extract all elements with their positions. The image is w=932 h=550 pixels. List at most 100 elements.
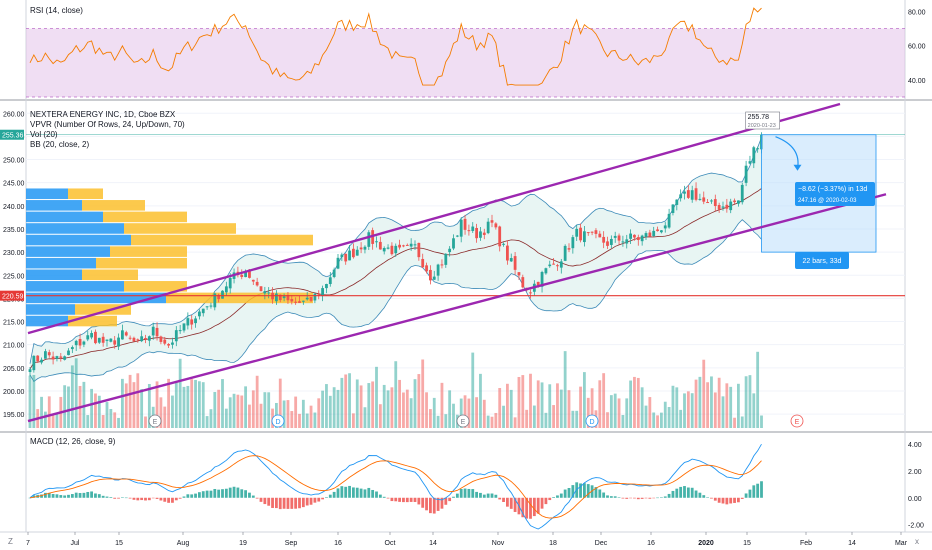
candle-body bbox=[679, 194, 683, 199]
macd-panel[interactable]: 4.00 2.00 0.00 -2.00 bbox=[28, 442, 924, 530]
macd-histogram-bar bbox=[467, 488, 471, 498]
volume-bar bbox=[663, 401, 667, 428]
volume-bar bbox=[737, 383, 740, 428]
reset-icon[interactable]: x bbox=[915, 537, 919, 546]
macd-histogram-bar bbox=[413, 497, 417, 502]
candle-body bbox=[548, 264, 552, 267]
macd-histogram-bar bbox=[47, 492, 51, 498]
volume-bar bbox=[656, 415, 659, 428]
range-label-box bbox=[795, 252, 849, 269]
volume-bar bbox=[244, 386, 247, 428]
volume-bar bbox=[609, 395, 613, 428]
rsi-panel[interactable]: 80.00 60.00 40.00 bbox=[26, 7, 926, 98]
volume-bar bbox=[367, 383, 371, 428]
candle-body bbox=[325, 283, 328, 289]
earnings-marker[interactable] bbox=[456, 414, 470, 428]
volume-bar bbox=[598, 380, 602, 428]
macd-histogram-bar bbox=[113, 497, 117, 499]
macd-histogram-bar bbox=[725, 497, 729, 505]
vpvr-down-bar bbox=[68, 315, 117, 327]
volume-bar bbox=[286, 400, 290, 428]
candle-body bbox=[159, 336, 163, 342]
macd-histogram-bar bbox=[44, 492, 47, 498]
macd-histogram-bar bbox=[540, 497, 544, 509]
macd-histogram-bar bbox=[190, 494, 194, 498]
macd-histogram-bar bbox=[244, 490, 247, 498]
volume-bar bbox=[544, 412, 548, 428]
macd-histogram-bar bbox=[756, 483, 760, 498]
candle-body bbox=[644, 233, 648, 237]
earnings-marker[interactable] bbox=[790, 414, 804, 428]
macd-histogram-bar bbox=[486, 493, 490, 498]
macd-histogram-bar bbox=[355, 487, 359, 498]
volume-bar bbox=[140, 389, 144, 428]
macd-histogram-bar bbox=[82, 492, 86, 498]
volume-bar bbox=[613, 393, 617, 428]
macd-histogram-bar bbox=[463, 488, 467, 498]
candle-body bbox=[633, 234, 636, 238]
last-price-tag-label: 255.36 bbox=[2, 133, 24, 140]
candle-body bbox=[101, 336, 105, 343]
volume-bar bbox=[479, 373, 482, 428]
candle-body bbox=[686, 190, 690, 198]
macd-histogram-bar bbox=[51, 493, 55, 498]
candle-body bbox=[744, 165, 748, 183]
candle-body bbox=[621, 241, 625, 243]
candle-body bbox=[475, 227, 478, 239]
macd-histogram-bar bbox=[559, 493, 563, 498]
volume-bar bbox=[394, 361, 398, 428]
volume-bar bbox=[463, 395, 467, 428]
vpvr-down-bar bbox=[124, 223, 236, 234]
macd-histogram-bar bbox=[398, 497, 401, 502]
volume-bar bbox=[498, 388, 502, 428]
macd-histogram-bar bbox=[475, 491, 478, 498]
candle-body bbox=[267, 292, 271, 294]
candle-body bbox=[290, 299, 294, 302]
candle-body bbox=[313, 293, 317, 301]
time-axis[interactable]: 7 Jul 15 Aug 19 Sep 16 Oct 14 Nov 18 Dec 16 2020 15 Feb… bbox=[26, 532, 908, 547]
macd-histogram-bar bbox=[340, 486, 344, 498]
vpvr-down-bar bbox=[110, 246, 187, 257]
macd-histogram-bar bbox=[155, 497, 159, 499]
candle-body bbox=[182, 323, 186, 331]
candle-body bbox=[375, 241, 378, 243]
vpvr-up-bar bbox=[26, 200, 82, 211]
candle-body bbox=[440, 264, 444, 266]
volume-bar bbox=[336, 389, 340, 428]
volume-bar bbox=[586, 397, 590, 428]
volume-bar bbox=[621, 414, 625, 428]
channel-lower-line[interactable] bbox=[27, 193, 887, 423]
macd-histogram-bar bbox=[94, 493, 97, 498]
time-axis-label: 14 bbox=[848, 540, 856, 547]
volume-bar bbox=[375, 366, 378, 428]
dividend-marker[interactable] bbox=[271, 414, 285, 428]
volume-bar bbox=[240, 395, 244, 428]
candle-body bbox=[459, 219, 463, 237]
macd-histogram-bar bbox=[371, 489, 375, 498]
macd-histogram-bar bbox=[606, 495, 609, 498]
macd-histogram-bar bbox=[613, 496, 617, 498]
zoom-icon[interactable]: Z bbox=[8, 537, 13, 546]
channel-upper-line[interactable] bbox=[27, 102, 841, 335]
price-panel[interactable]: 260.00255.00250.00245.00240.00235.00230.… bbox=[0, 102, 905, 428]
volume-bar bbox=[128, 374, 132, 428]
volume-bar bbox=[205, 416, 209, 428]
volume-bar bbox=[86, 415, 90, 428]
macd-histogram-bar bbox=[506, 497, 509, 507]
rsi-band bbox=[26, 28, 905, 97]
volume-bar bbox=[429, 409, 432, 428]
macd-histogram-bar bbox=[205, 490, 209, 498]
candle-body bbox=[294, 301, 298, 303]
volume-bar bbox=[132, 382, 136, 428]
macd-tick-label: -2.00 bbox=[908, 523, 924, 530]
vpvr-down-bar bbox=[124, 281, 187, 292]
earnings-marker[interactable] bbox=[148, 414, 162, 428]
vpvr-down-bar bbox=[96, 257, 187, 269]
macd-histogram-bar bbox=[667, 493, 671, 498]
macd-histogram-bar bbox=[525, 497, 529, 519]
macd-histogram-bar bbox=[167, 497, 170, 503]
candle-body bbox=[394, 245, 398, 254]
dividend-marker[interactable] bbox=[585, 414, 599, 428]
macd-histogram-bar bbox=[710, 497, 713, 499]
